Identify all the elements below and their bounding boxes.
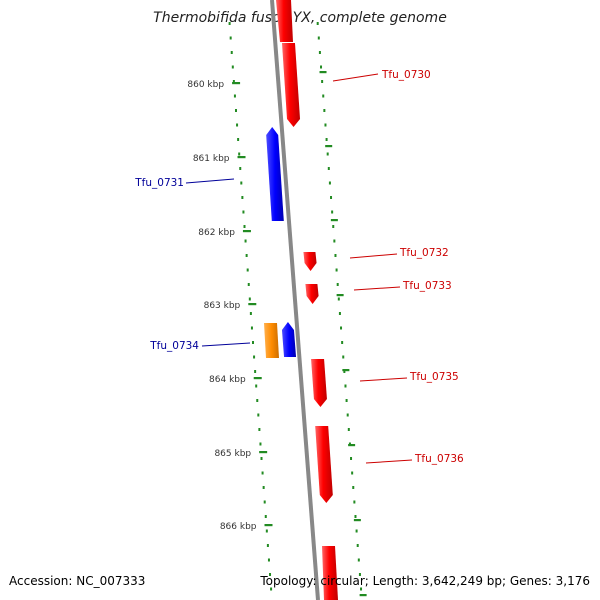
gene-label-leader (353, 286, 401, 291)
scale-tick-label: 864 kbp (209, 375, 246, 385)
scale-tick-label: 860 kbp (187, 80, 224, 90)
gene-partial-top[interactable] (276, 0, 293, 42)
gene-label[interactable]: Tfu_0730 (381, 69, 431, 81)
scale-tick-mark (319, 71, 327, 74)
gene-label[interactable]: Tfu_0734 (149, 340, 199, 352)
scale-tick-mark (348, 444, 356, 447)
scale-tick-label: 863 kbp (204, 301, 241, 311)
gene-tfu-0734[interactable] (281, 322, 297, 357)
genome-summary: Topology: circular; Length: 3,642,249 bp… (260, 574, 590, 588)
scale-tick-mark (336, 294, 344, 297)
scale-tick-mark (264, 524, 273, 527)
left-scale-line (228, 22, 273, 591)
gene-tfu-0733[interactable] (305, 284, 319, 304)
gene-label-leader (185, 178, 235, 184)
scale-tick-label: 861 kbp (193, 154, 230, 164)
accession-label: Accession: NC_007333 (9, 574, 146, 588)
scale-tick-mark (353, 519, 361, 522)
scale-tick-mark (242, 230, 251, 233)
scale-tick-mark (330, 219, 338, 222)
gene-tfu-0730[interactable] (281, 43, 301, 127)
highlighted-feature[interactable] (264, 323, 279, 358)
gene-tfu-0731[interactable] (266, 127, 284, 221)
gene-tfu-0732[interactable] (303, 252, 317, 271)
scale-tick-mark (237, 156, 246, 159)
gene-label[interactable]: Tfu_0732 (399, 247, 449, 259)
scale-tick-mark (248, 303, 257, 306)
gene-label[interactable]: Tfu_0733 (402, 280, 452, 292)
scale-tick-mark (342, 369, 350, 372)
gene-label-leader (359, 377, 408, 382)
gene-partial-bottom[interactable] (322, 546, 338, 600)
scale-tick-label: 866 kbp (220, 522, 257, 532)
gene-tfu-0736[interactable] (315, 426, 333, 503)
scale-tick-label: 865 kbp (214, 449, 251, 459)
gene-label-leader (332, 73, 379, 82)
gene-label[interactable]: Tfu_0735 (409, 371, 459, 383)
scale-tick-mark (325, 145, 333, 148)
gene-label-leader (365, 459, 413, 464)
gene-label[interactable]: Tfu_0736 (414, 453, 464, 465)
scale-tick-mark (253, 377, 262, 380)
scale-tick-mark (259, 451, 268, 454)
right-scale-line (316, 22, 363, 591)
scale-tick-label: 862 kbp (198, 228, 235, 238)
scale-tick-mark (232, 82, 241, 85)
gene-tfu-0735[interactable] (311, 359, 327, 407)
gene-label-leader (201, 342, 251, 347)
genome-backbone (270, 0, 320, 600)
genome-title: Thermobifida fusca YX, complete genome (153, 10, 447, 26)
gene-label[interactable]: Tfu_0731 (134, 177, 184, 189)
gene-label-leader (349, 253, 398, 259)
scale-tick-mark (359, 594, 367, 597)
